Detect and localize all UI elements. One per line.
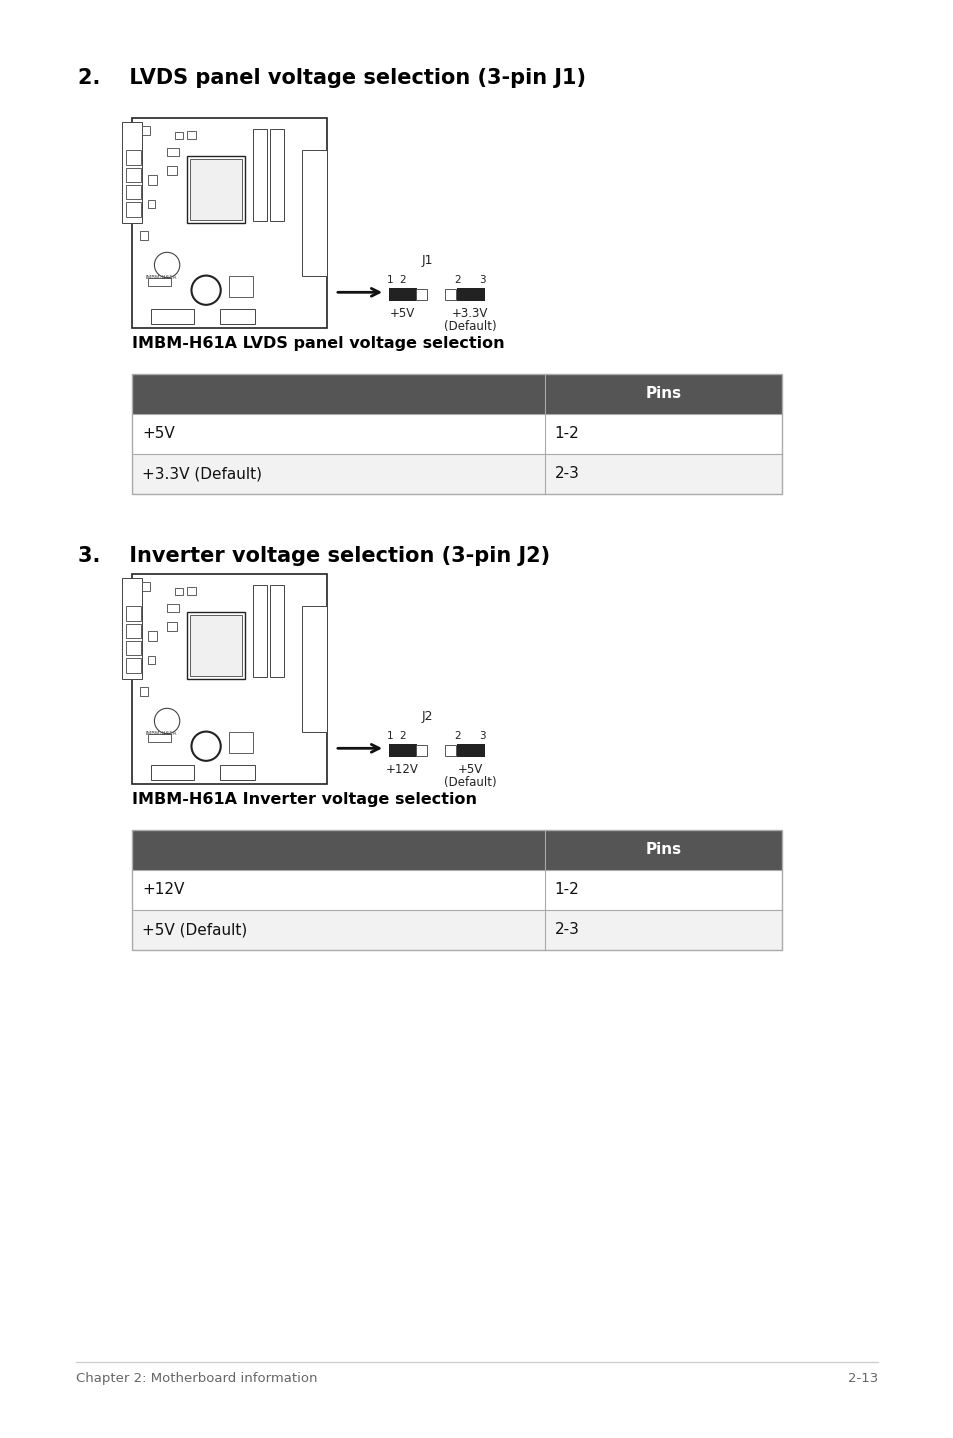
Bar [126, 151, 141, 165]
Bar [270, 128, 284, 221]
Circle shape [154, 252, 179, 278]
Bar [126, 168, 141, 183]
Bar [253, 128, 266, 221]
Text: +5V: +5V [389, 308, 415, 321]
Bar [389, 745, 416, 758]
Bar [126, 624, 141, 638]
Bar [142, 127, 150, 135]
Bar [132, 374, 781, 495]
Bar [148, 200, 155, 209]
Bar [167, 167, 176, 174]
Text: +5V (Default): +5V (Default) [142, 923, 247, 938]
Bar [187, 155, 245, 223]
Text: +3.3V (Default): +3.3V (Default) [142, 466, 262, 482]
Text: 1-2: 1-2 [554, 427, 578, 441]
Text: J2: J2 [421, 710, 433, 723]
Bar [122, 578, 142, 679]
Text: 1: 1 [386, 275, 393, 285]
Text: 2: 2 [455, 732, 461, 742]
Bar [253, 584, 266, 677]
Circle shape [154, 709, 179, 733]
Bar [190, 615, 242, 676]
Bar [190, 158, 242, 220]
Bar [148, 656, 155, 664]
Text: +12V: +12V [385, 764, 418, 777]
Text: 3: 3 [478, 732, 485, 742]
Text: IMBM-H61A: IMBM-H61A [146, 731, 176, 736]
Text: 2-3: 2-3 [554, 466, 579, 482]
Bar [132, 118, 327, 328]
Bar [174, 132, 183, 139]
Bar [456, 745, 484, 758]
Text: 2-3: 2-3 [554, 923, 579, 938]
Text: J1: J1 [421, 255, 433, 267]
Bar [230, 276, 253, 296]
Text: 1-2: 1-2 [554, 883, 578, 897]
Text: 2: 2 [455, 275, 461, 285]
Text: 3.    Inverter voltage selection (3-pin J2): 3. Inverter voltage selection (3-pin J2) [78, 546, 550, 567]
Bar [148, 631, 157, 641]
Bar [126, 184, 141, 200]
Text: 2: 2 [399, 732, 406, 742]
Text: 1: 1 [386, 732, 393, 742]
Text: (Default): (Default) [443, 777, 496, 789]
Text: IMBM-H61A LVDS panel voltage selection: IMBM-H61A LVDS panel voltage selection [132, 336, 504, 351]
Bar [132, 374, 781, 414]
Bar [416, 289, 427, 301]
Text: Pins: Pins [644, 843, 680, 857]
Bar [444, 289, 456, 301]
Bar [270, 584, 284, 677]
Bar [219, 765, 254, 779]
Bar [219, 309, 254, 324]
Text: 2.    LVDS panel voltage selection (3-pin J1): 2. LVDS panel voltage selection (3-pin J… [78, 68, 585, 88]
Bar [301, 150, 327, 276]
Bar [140, 687, 148, 696]
Text: +12V: +12V [142, 883, 184, 897]
Bar [187, 131, 196, 139]
Text: 3: 3 [478, 275, 485, 285]
Bar [167, 604, 178, 611]
Bar [132, 830, 781, 951]
Bar [126, 641, 141, 656]
Bar [187, 611, 245, 679]
Bar [126, 607, 141, 621]
Bar [122, 122, 142, 223]
Bar [126, 659, 141, 673]
Bar [444, 745, 456, 756]
Bar [132, 870, 781, 910]
Bar [167, 148, 178, 155]
Text: IMBM-H61A: IMBM-H61A [146, 275, 176, 280]
Bar [174, 588, 183, 595]
Text: 2-13: 2-13 [847, 1372, 877, 1385]
Bar [132, 414, 781, 454]
Text: IMBM-H61A Inverter voltage selection: IMBM-H61A Inverter voltage selection [132, 792, 476, 807]
Bar [456, 288, 484, 302]
Bar [230, 732, 253, 752]
Bar [148, 278, 171, 286]
Bar [126, 201, 141, 217]
Bar [152, 309, 194, 324]
Bar [187, 587, 196, 595]
Bar [140, 232, 148, 240]
Bar [132, 574, 327, 784]
Bar [132, 830, 781, 870]
Bar [152, 765, 194, 779]
Bar [148, 174, 157, 186]
Text: (Default): (Default) [443, 321, 496, 334]
Text: Pins: Pins [644, 387, 680, 401]
Bar [132, 910, 781, 951]
Bar [167, 623, 176, 631]
Text: Chapter 2: Motherboard information: Chapter 2: Motherboard information [76, 1372, 317, 1385]
Bar [301, 605, 327, 732]
Bar [132, 454, 781, 495]
Text: +5V: +5V [456, 764, 482, 777]
Text: +3.3V: +3.3V [452, 308, 488, 321]
Text: 2: 2 [399, 275, 406, 285]
Bar [416, 745, 427, 756]
Text: +5V: +5V [142, 427, 174, 441]
Bar [148, 733, 171, 742]
Bar [389, 288, 416, 302]
Bar [142, 582, 150, 591]
